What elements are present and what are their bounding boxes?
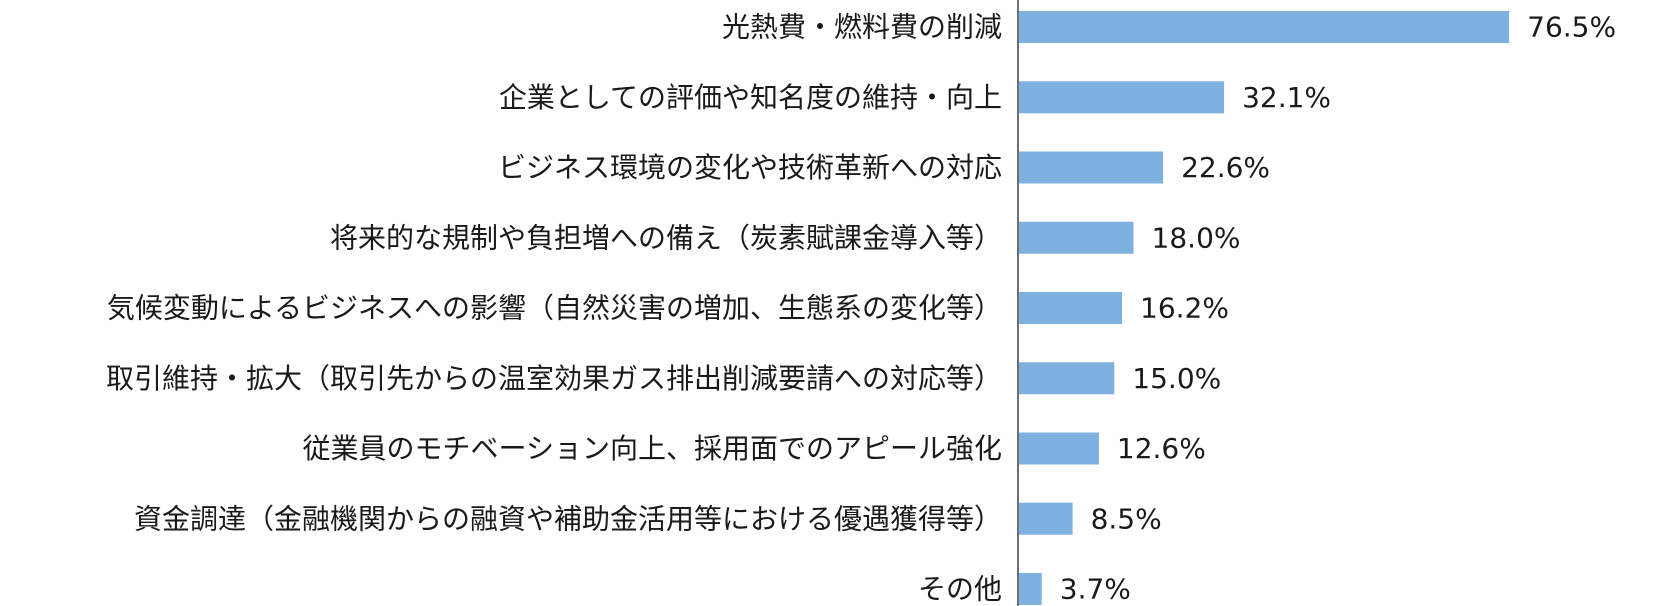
category-label-5: 取引維持・拡大（取引先からの温室効果ガス排出削減要請への対応等） <box>106 362 1002 395</box>
category-label-7: 資金調達（金融機関からの融資や補助金活用等における優遇獲得等） <box>134 502 1002 535</box>
value-labels: 76.5% 32.1% 22.6% 18.0% 16.2% 15.0% 12.6% 8.5% 3… <box>1060 11 1616 606</box>
category-label-4: 気候変動によるビジネスへの影響（自然災害の増加、生態系の変化等） <box>107 292 1002 325</box>
category-labels: 光熱費・燃料費の削減企業としての評価や知名度の維持・向上ビジネス環境の変化や技術… <box>106 11 1002 606</box>
value-label-6: 12.6% <box>1117 432 1206 465</box>
category-label-0: 光熱費・燃料費の削減 <box>722 11 1002 44</box>
value-label-4: 16.2% <box>1140 292 1229 325</box>
bar-4 <box>1018 292 1123 324</box>
bar-5 <box>1018 362 1115 395</box>
value-label-2: 22.6% <box>1181 151 1270 184</box>
bar-2 <box>1018 151 1164 184</box>
bar-0 <box>1018 11 1510 43</box>
bar-8 <box>1018 573 1042 605</box>
value-label-0: 76.5% <box>1527 11 1616 44</box>
bar-7 <box>1018 502 1073 535</box>
value-label-8: 3.7% <box>1060 573 1131 606</box>
bar-3 <box>1018 221 1134 254</box>
bars-layer <box>1018 11 1510 605</box>
value-label-1: 32.1% <box>1242 81 1331 114</box>
bar-6 <box>1018 432 1099 465</box>
category-label-8: その他 <box>918 573 1002 606</box>
category-label-6: 従業員のモチベーション向上、採用面でのアピール強化 <box>303 432 1002 465</box>
value-label-7: 8.5% <box>1091 502 1162 535</box>
bar-1 <box>1018 81 1225 114</box>
category-label-1: 企業としての評価や知名度の維持・向上 <box>499 81 1002 114</box>
category-label-3: 将来的な規制や負担増への備え（炭素賦課金導入等） <box>330 221 1002 254</box>
value-label-5: 15.0% <box>1132 362 1221 395</box>
category-label-2: ビジネス環境の変化や技術革新への対応 <box>498 151 1002 184</box>
value-label-3: 18.0% <box>1152 221 1241 254</box>
